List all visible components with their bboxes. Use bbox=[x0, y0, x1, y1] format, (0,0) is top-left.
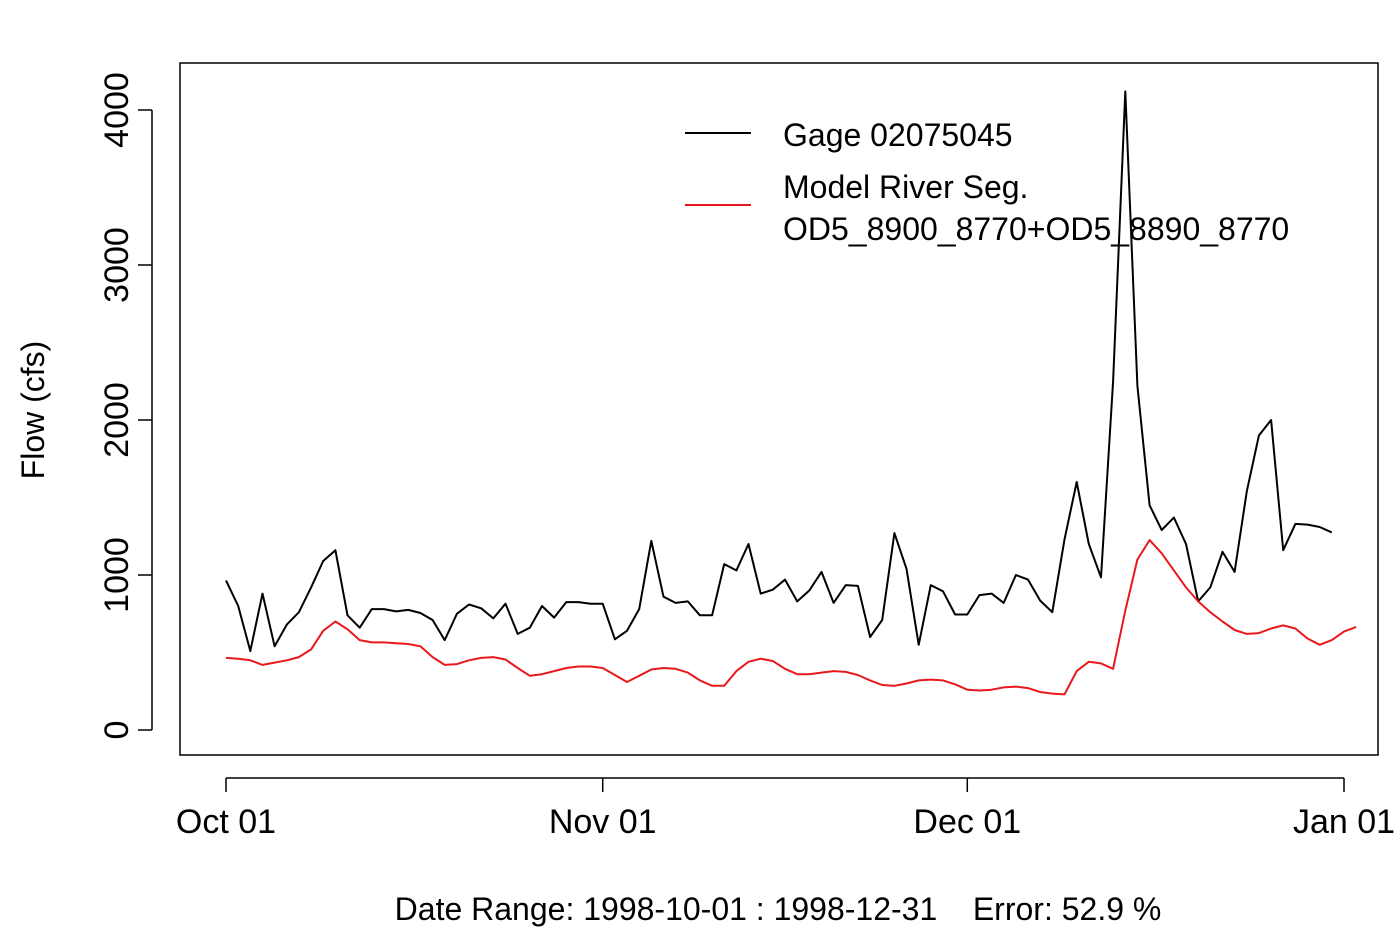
x-axis-title: Date Range: 1998-10-01 : 1998-12-31 Erro… bbox=[395, 891, 1162, 927]
legend: Gage 02075045 Model River Seg. OD5_8900_8… bbox=[685, 117, 1289, 247]
y-tick-label: 1000 bbox=[98, 537, 136, 613]
gage-series-line bbox=[225, 90, 1333, 652]
x-tick-label: Dec 01 bbox=[913, 803, 1021, 841]
y-tick-label: 0 bbox=[98, 721, 136, 740]
x-tick-label: Oct 01 bbox=[176, 803, 276, 841]
legend-label: Model River Seg. bbox=[783, 169, 1028, 205]
y-axis: 0 1000 2000 3000 4000 bbox=[98, 72, 153, 740]
x-tick-label: Jan 01 bbox=[1293, 803, 1395, 841]
x-tick-label: Nov 01 bbox=[549, 803, 657, 841]
y-tick-label: 2000 bbox=[98, 382, 136, 458]
series-layer bbox=[225, 90, 1357, 696]
legend-label: Gage 02075045 bbox=[783, 117, 1013, 153]
y-tick-label: 4000 bbox=[98, 72, 136, 148]
y-tick-label: 3000 bbox=[98, 227, 136, 303]
y-axis-title: Flow (cfs) bbox=[15, 341, 51, 480]
x-axis: Oct 01 Nov 01 Dec 01 Jan 01 bbox=[176, 777, 1395, 841]
plot-frame bbox=[179, 62, 1379, 756]
model-series-line bbox=[225, 539, 1357, 696]
legend-label: OD5_8900_8770+OD5_8890_8770 bbox=[783, 211, 1289, 247]
